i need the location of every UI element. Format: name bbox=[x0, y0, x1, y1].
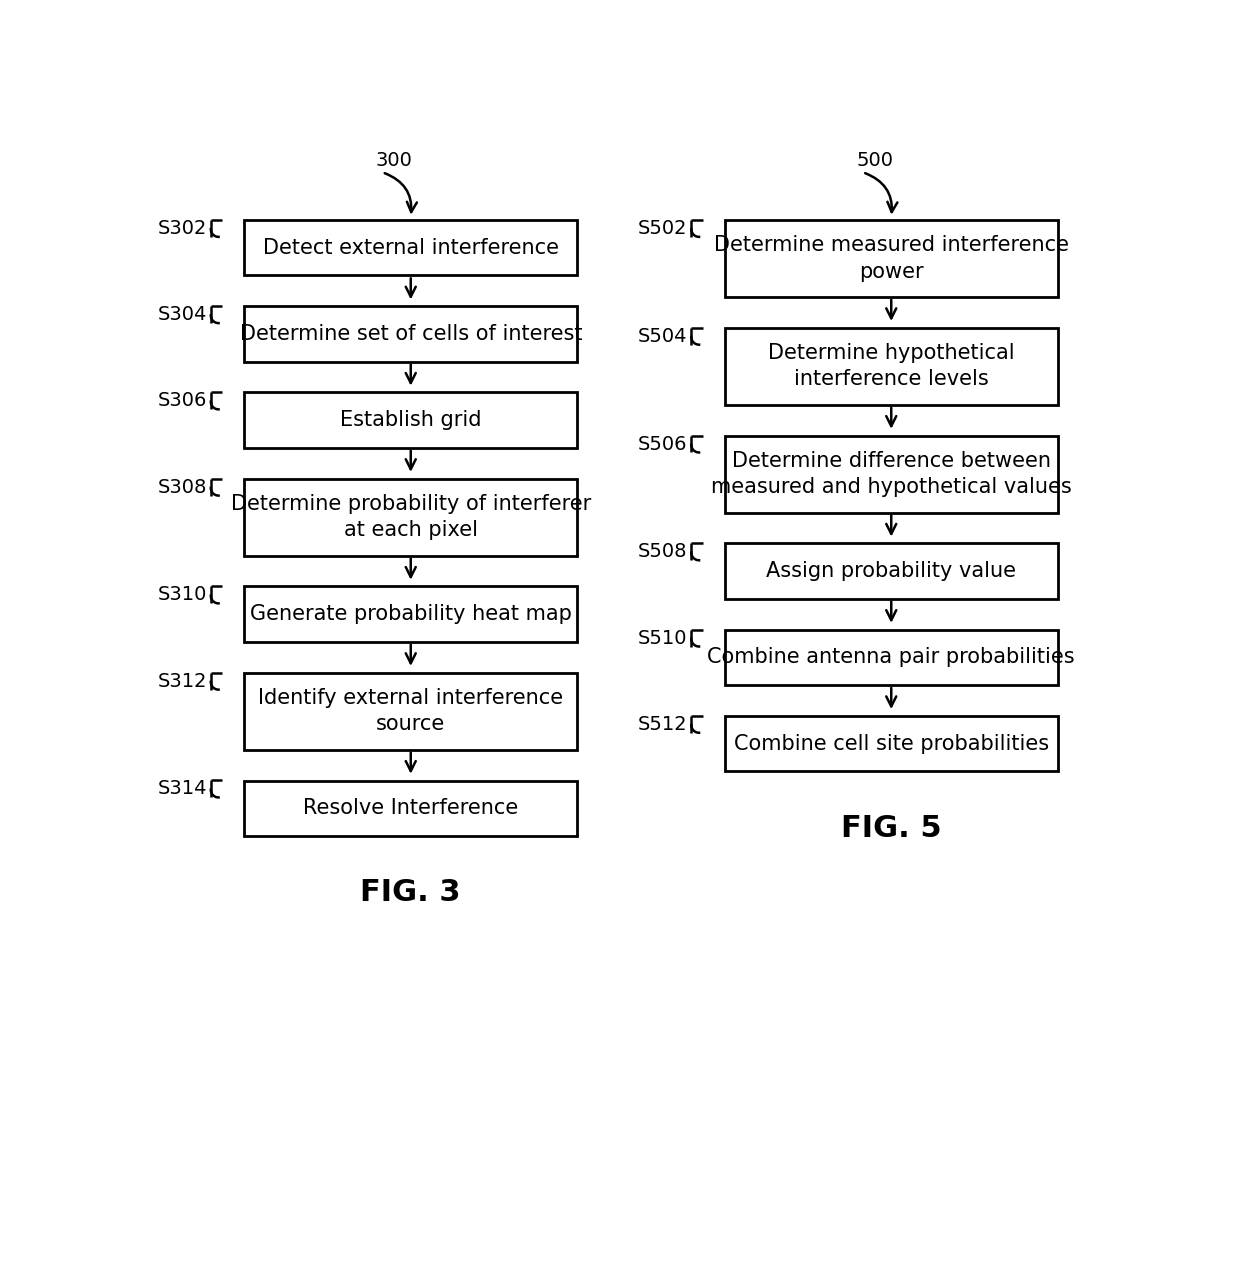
Text: Determine measured interference
power: Determine measured interference power bbox=[714, 236, 1069, 282]
Bar bbox=[724, 716, 1058, 771]
Text: 300: 300 bbox=[376, 151, 413, 170]
Text: S304: S304 bbox=[157, 305, 207, 324]
Bar bbox=[724, 629, 1058, 685]
Text: S308: S308 bbox=[157, 478, 207, 497]
Text: S506: S506 bbox=[637, 434, 687, 453]
Text: S504: S504 bbox=[637, 327, 687, 346]
Text: S310: S310 bbox=[157, 585, 207, 605]
Bar bbox=[244, 392, 578, 448]
Text: FIG. 3: FIG. 3 bbox=[361, 879, 461, 907]
Text: Determine probability of interferer
at each pixel: Determine probability of interferer at e… bbox=[231, 494, 591, 541]
Text: S306: S306 bbox=[157, 392, 207, 410]
Bar bbox=[724, 436, 1058, 512]
Text: Determine hypothetical
interference levels: Determine hypothetical interference leve… bbox=[768, 343, 1014, 389]
Text: Determine set of cells of interest: Determine set of cells of interest bbox=[239, 324, 582, 343]
Text: Combine antenna pair probabilities: Combine antenna pair probabilities bbox=[708, 647, 1075, 667]
Text: S510: S510 bbox=[637, 629, 687, 648]
Text: S312: S312 bbox=[157, 671, 207, 690]
Text: Determine difference between
measured and hypothetical values: Determine difference between measured an… bbox=[711, 451, 1071, 497]
Text: FIG. 5: FIG. 5 bbox=[841, 813, 941, 843]
Bar bbox=[724, 328, 1058, 405]
Text: S314: S314 bbox=[157, 779, 207, 798]
Text: Resolve Interference: Resolve Interference bbox=[303, 798, 518, 819]
Bar bbox=[244, 479, 578, 556]
Text: S508: S508 bbox=[637, 542, 687, 561]
Bar bbox=[724, 220, 1058, 297]
Bar bbox=[724, 543, 1058, 598]
Text: Assign probability value: Assign probability value bbox=[766, 561, 1017, 582]
Text: Detect external interference: Detect external interference bbox=[263, 238, 559, 257]
Bar bbox=[244, 306, 578, 361]
Bar bbox=[244, 780, 578, 836]
Text: 500: 500 bbox=[857, 151, 893, 170]
Text: Establish grid: Establish grid bbox=[340, 410, 481, 430]
Text: S302: S302 bbox=[157, 219, 207, 238]
Text: Combine cell site probabilities: Combine cell site probabilities bbox=[734, 734, 1049, 753]
Text: Identify external interference
source: Identify external interference source bbox=[258, 688, 563, 734]
Text: Generate probability heat map: Generate probability heat map bbox=[249, 605, 572, 624]
Text: S502: S502 bbox=[637, 219, 687, 238]
Bar bbox=[244, 220, 578, 275]
Bar bbox=[244, 673, 578, 749]
Text: S512: S512 bbox=[637, 715, 687, 734]
Bar bbox=[244, 587, 578, 642]
